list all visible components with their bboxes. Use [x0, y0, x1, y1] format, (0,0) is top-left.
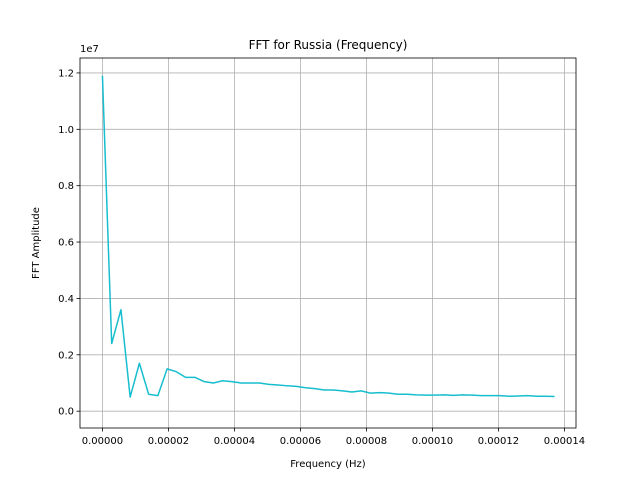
y-tick-label: 0.6: [58, 238, 74, 249]
x-tick-label: 0.00012: [478, 436, 519, 447]
y-tick-label: 0.0: [58, 407, 74, 418]
x-tick-label: 0.00006: [280, 436, 321, 447]
x-tick-label: 0.00000: [82, 436, 123, 447]
y-tick-label: 0.4: [58, 294, 74, 305]
y-tick-label: 0.8: [58, 181, 74, 192]
y-axis-ticks: 0.0 0.2 0.4 0.6 0.8 1.0 1.2: [58, 68, 80, 418]
y-axis-offset-label: 1e7: [80, 44, 99, 55]
x-axis-label: Frequency (Hz): [290, 459, 366, 470]
fft-amplitude-line: [101, 75, 555, 398]
plot-frame: [79, 57, 577, 429]
y-tick-label: 0.2: [58, 350, 74, 361]
grid-lines: [80, 58, 576, 428]
x-tick-label: 0.00004: [214, 436, 255, 447]
x-tick-label: 0.00002: [148, 436, 189, 447]
x-axis-ticks: 0.00000 0.00002 0.00004 0.00006 0.00008 0.000…: [82, 428, 585, 447]
y-tick-label: 1.2: [58, 68, 74, 79]
x-tick-label: 0.00008: [346, 436, 387, 447]
y-axis-label: FFT Amplitude: [31, 207, 42, 279]
y-tick-label: 1.0: [58, 125, 74, 136]
x-tick-label: 0.00014: [544, 436, 585, 447]
chart-title: FFT for Russia (Frequency): [249, 38, 408, 52]
x-tick-label: 0.00010: [412, 436, 453, 447]
